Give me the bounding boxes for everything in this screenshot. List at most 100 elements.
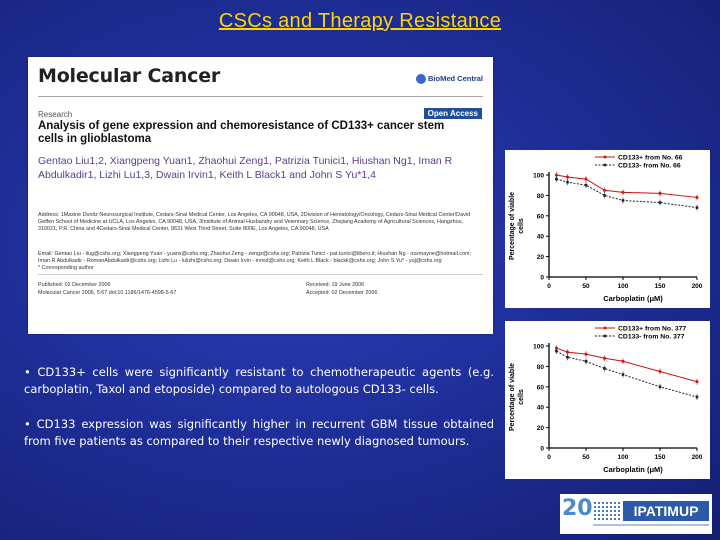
- series-line-1: [556, 347, 698, 383]
- x-axis-label: Carboplatin (μM): [603, 294, 663, 303]
- series-point-2: [621, 373, 625, 376]
- series-line-2: [556, 350, 698, 398]
- x-tick-label: 150: [655, 454, 666, 461]
- x-tick-label: 100: [618, 454, 629, 461]
- series-point-2: [584, 183, 588, 187]
- y-axis-label: Percentage of viable: [509, 363, 516, 431]
- x-tick-label: 200: [692, 283, 703, 290]
- logo-tagline-bar: [593, 524, 709, 526]
- x-tick-label: 150: [655, 283, 666, 290]
- legend-label-1: CD133+ from No. 377: [618, 326, 686, 333]
- header-divider: [38, 96, 483, 97]
- bullet-1: • CD133+ cells were significantly resist…: [24, 365, 494, 396]
- series-point-1: [584, 352, 588, 356]
- series-point-1: [566, 350, 569, 354]
- legend-marker-2: [603, 163, 607, 167]
- article-affiliations: Address: 1Maxine Dunitz Neurosurgical In…: [38, 212, 470, 233]
- series-point-1: [658, 192, 662, 195]
- series-point-1: [621, 191, 625, 194]
- y-tick-label: 100: [533, 344, 544, 351]
- series-point-2: [695, 395, 699, 399]
- series-point-1: [566, 175, 569, 179]
- series-point-1: [603, 356, 606, 360]
- dot-grid-icon: [593, 501, 621, 521]
- series-point-2: [658, 201, 662, 204]
- publisher-logo-text: BioMed Central: [427, 74, 483, 83]
- legend-marker-2: [603, 334, 607, 338]
- y-axis-label-2: cells: [518, 389, 525, 405]
- citation: Molecular Cancer 2006, 5:67 doi:10.1186/…: [38, 290, 177, 296]
- y-tick-label: 80: [537, 364, 545, 371]
- open-access-badge: Open Access: [423, 108, 482, 119]
- x-tick-label: 100: [618, 283, 629, 290]
- series-point-2: [695, 206, 699, 209]
- series-point-2: [621, 199, 625, 202]
- x-tick-label: 200: [692, 454, 703, 461]
- series-point-2: [603, 367, 606, 370]
- y-tick-label: 100: [533, 173, 544, 180]
- y-tick-label: 40: [537, 234, 545, 241]
- x-axis-label: Carboplatin (μM): [603, 465, 663, 474]
- y-axis-label-2: cells: [518, 218, 525, 234]
- article-emails: Email: Gentao Liu - liug@cshs.org; Xiang…: [38, 251, 478, 273]
- series-point-2: [566, 180, 569, 184]
- series-point-1: [555, 346, 558, 350]
- article-section: Research: [38, 110, 73, 119]
- series-point-2: [584, 360, 588, 363]
- legend-marker-1: [603, 326, 607, 330]
- x-tick-label: 50: [582, 454, 590, 461]
- journal-name: Molecular Cancer: [38, 65, 221, 87]
- series-point-1: [695, 196, 699, 199]
- ipatimup-logo: IPATIMUP: [623, 501, 709, 521]
- series-point-2: [555, 349, 558, 353]
- y-tick-label: 20: [537, 254, 545, 261]
- slide-title: CSCs and Therapy Resistance: [218, 10, 502, 32]
- series-point-2: [555, 177, 558, 181]
- corresponding-note: * Corresponding author: [38, 265, 94, 272]
- footer-divider: [38, 274, 483, 275]
- y-tick-label: 0: [540, 275, 544, 282]
- viability-chart-1: 0 20 40 60 80 100 0 50 100 150 200 Carboplatin (μM)…: [505, 150, 710, 308]
- series-point-1: [555, 173, 558, 177]
- accepted-date: Accepted: 02 December 2006: [306, 290, 378, 296]
- publisher-swoosh-icon: [415, 74, 426, 85]
- series-line-2: [556, 178, 698, 209]
- x-tick-label: 0: [547, 454, 551, 461]
- paper-snapshot: Molecular Cancer BioMed Central Research…: [28, 57, 493, 334]
- footer-logo: 20 IPATIMUP: [560, 494, 712, 534]
- y-tick-label: 0: [540, 446, 544, 453]
- series-point-1: [603, 189, 606, 192]
- email-list: Email: Gentao Liu - liug@cshs.org; Xiang…: [38, 251, 471, 265]
- series-point-1: [584, 177, 588, 181]
- bullet-2: • CD133 expression was significantly hig…: [24, 417, 494, 448]
- viability-chart-2: 0 20 40 60 80 100 0 50 100 150 200 Carboplatin (μM)…: [505, 321, 710, 479]
- legend-marker-1: [603, 155, 607, 159]
- y-tick-label: 80: [537, 193, 545, 200]
- y-tick-label: 20: [537, 425, 545, 432]
- x-tick-label: 50: [582, 283, 590, 290]
- bullet-list: • CD133+ cells were significantly resist…: [24, 364, 494, 468]
- y-tick-label: 40: [537, 405, 545, 412]
- series-point-2: [603, 194, 606, 197]
- y-tick-label: 60: [537, 213, 545, 220]
- anniversary-number: 20: [562, 496, 593, 521]
- series-point-1: [695, 380, 699, 383]
- series-point-1: [621, 360, 625, 363]
- received-date: Received: 19 June 2006: [306, 282, 365, 288]
- y-axis-label: Percentage of viable: [509, 192, 516, 260]
- series-point-2: [566, 355, 569, 359]
- article-authors: Gentao Liu1,2, Xiangpeng Yuan1, Zhaohui …: [38, 155, 453, 181]
- legend-label-2: CD133- from No. 66: [618, 163, 681, 170]
- legend-label-1: CD133+ from No. 66: [618, 155, 683, 162]
- x-tick-label: 0: [547, 283, 551, 290]
- legend-label-2: CD133- from No. 377: [618, 334, 685, 341]
- article-title: Analysis of gene expression and chemores…: [38, 120, 445, 145]
- series-point-2: [658, 385, 662, 389]
- publication-info: Published: 02 December 2006 Molecular Ca…: [38, 281, 176, 297]
- y-tick-label: 60: [537, 384, 545, 391]
- series-line-1: [556, 174, 698, 198]
- series-point-1: [658, 370, 662, 373]
- publisher-logo: BioMed Central: [411, 74, 483, 90]
- received-info: Received: 19 June 2006 Accepted: 02 Dece…: [306, 281, 377, 297]
- published-date: Published: 02 December 2006: [38, 282, 111, 288]
